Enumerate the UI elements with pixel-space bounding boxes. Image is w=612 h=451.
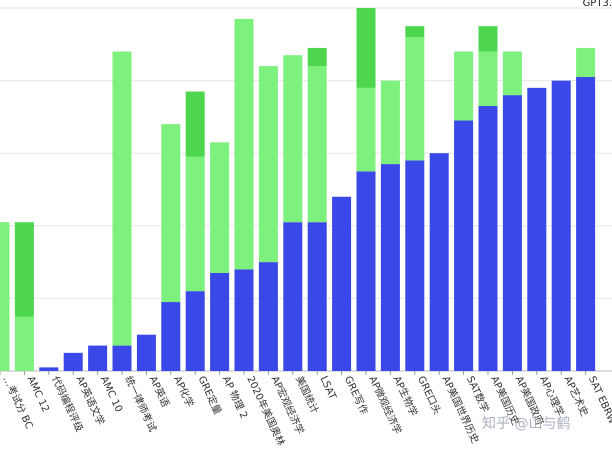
bar-10-series-0	[234, 269, 254, 371]
x-tick-label-19: SAT数学	[464, 374, 492, 415]
bar-13-series-0	[307, 222, 327, 371]
bar-2-series-0	[39, 367, 59, 371]
bar-4-series-0	[88, 345, 108, 371]
bar-13-series-2	[307, 47, 327, 67]
bar-7-series-0	[161, 302, 181, 371]
bar-10-series-1	[234, 18, 254, 270]
bar-18-series-0	[429, 153, 449, 371]
legend-label: GPT3.	[583, 0, 612, 9]
bar-15-series-1	[356, 87, 376, 172]
bar-19-series-1	[454, 51, 474, 121]
bar-21-series-1	[502, 51, 522, 96]
x-tick-label-7: AP化学	[171, 374, 197, 409]
bar-22-series-0	[527, 87, 547, 372]
bar-1-series-2	[14, 222, 34, 317]
x-tick-label-13: LSAT	[317, 375, 338, 402]
x-tick-label-4: AMC 10	[98, 375, 124, 414]
bar-24-series-1	[576, 47, 596, 77]
bar-9-series-1	[210, 142, 230, 273]
x-tick-label-12: 美国统计	[293, 374, 322, 416]
bar-0-series-1	[0, 222, 10, 371]
bar-24-series-0	[576, 76, 596, 371]
bar-8-series-1	[185, 156, 205, 292]
bar-15-series-0	[356, 171, 376, 371]
watermark: 知乎 @山与鹤	[482, 415, 570, 432]
x-tick-label-24: SAT EBRW	[586, 375, 612, 426]
bar-5-series-1	[112, 51, 132, 346]
x-tick-label-8: GRE定量	[195, 374, 224, 417]
bar-marks	[0, 8, 596, 372]
x-tick-label-6: AP英语	[147, 374, 173, 409]
bar-20-series-2	[478, 26, 498, 52]
bar-16-series-1	[380, 80, 400, 165]
bar-13-series-1	[307, 66, 327, 223]
x-tick-label-17: GRE口头	[415, 374, 443, 416]
x-tick-label-23: AP艺术史	[561, 374, 590, 418]
bar-20-series-0	[478, 106, 498, 371]
bar-19-series-0	[454, 120, 474, 371]
bar-23-series-0	[551, 80, 571, 371]
bar-7-series-1	[161, 124, 181, 303]
bar-20-series-1	[478, 51, 498, 107]
bar-17-series-0	[405, 160, 425, 371]
x-tick-label-14: GRE写作	[342, 374, 370, 416]
bar-11-series-0	[258, 262, 278, 371]
bar-16-series-0	[380, 164, 400, 371]
bar-9-series-0	[210, 272, 230, 371]
bar-17-series-1	[405, 37, 425, 161]
bar-3-series-0	[63, 352, 83, 371]
bar-11-series-1	[258, 66, 278, 263]
bar-12-series-1	[283, 55, 303, 223]
bar-12-series-0	[283, 222, 303, 371]
bar-8-series-2	[185, 91, 205, 157]
bar-15-series-2	[356, 8, 376, 88]
bar-1-series-1	[14, 316, 34, 371]
bar-14-series-0	[332, 196, 352, 371]
bar-8-series-0	[185, 291, 205, 371]
bar-5-series-0	[112, 345, 132, 371]
bar-17-series-2	[405, 26, 425, 38]
x-tick-label-1: AMC 12	[25, 375, 51, 414]
bar-6-series-0	[136, 334, 156, 371]
bar-21-series-0	[502, 95, 522, 372]
